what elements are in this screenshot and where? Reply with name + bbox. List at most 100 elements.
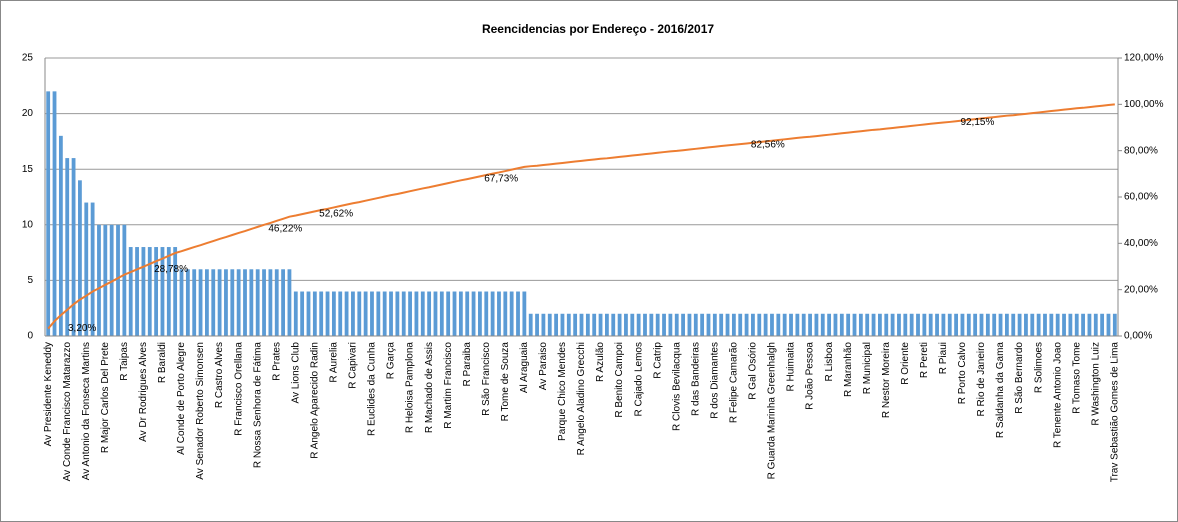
- bar: [439, 291, 444, 336]
- bar: [528, 313, 533, 336]
- x-tick-label: R Francisco Orellana: [233, 342, 244, 436]
- x-tick-label: R Benito Campoi: [614, 342, 625, 418]
- bar: [446, 291, 451, 336]
- bar: [719, 313, 724, 336]
- bar: [103, 224, 108, 336]
- x-tick-label: Av Antonio da Fonseca Martins: [81, 342, 92, 480]
- bar: [281, 269, 285, 336]
- bar: [681, 313, 685, 336]
- bar: [90, 202, 95, 336]
- bar: [255, 269, 260, 336]
- bar: [1100, 313, 1105, 336]
- x-tick-label: R Felipe Camarão: [729, 342, 740, 424]
- x-tick-label: R Tomaso Tome: [1071, 342, 1082, 414]
- bar: [871, 313, 876, 336]
- bar: [522, 291, 527, 336]
- x-tick-label: R Angelo Aladino Grecchi: [576, 342, 587, 455]
- bar: [1087, 313, 1092, 336]
- x-tick-label: R Clovis Bevilacqua: [671, 342, 682, 431]
- bar: [1068, 313, 1073, 336]
- bar: [604, 313, 609, 336]
- bar: [782, 313, 787, 336]
- bar: [1043, 313, 1047, 336]
- x-tick-label: R Piaui: [938, 342, 949, 374]
- bar: [700, 313, 705, 336]
- x-tick-label: R Taipas: [119, 342, 130, 381]
- bar: [814, 313, 819, 336]
- x-tick-label: Parque Chico Mendes: [557, 342, 568, 441]
- bar: [1004, 313, 1009, 336]
- bar: [1093, 313, 1098, 336]
- bar: [560, 313, 565, 336]
- bar: [179, 269, 184, 336]
- bar: [776, 313, 781, 336]
- bar: [573, 313, 578, 336]
- bar: [1017, 313, 1022, 336]
- bar: [839, 313, 844, 336]
- bar: [770, 313, 774, 336]
- bar: [579, 313, 584, 336]
- bar: [370, 291, 374, 336]
- y-tick-label: 10: [22, 219, 34, 230]
- bar: [1024, 313, 1028, 336]
- x-tick-label: R Lisboa: [824, 342, 835, 382]
- bar: [941, 313, 946, 336]
- bar: [211, 269, 216, 336]
- bar: [992, 313, 997, 336]
- bar: [998, 313, 1003, 336]
- x-tick-label: R Catrip: [652, 342, 663, 379]
- bar: [363, 291, 368, 336]
- bar: [160, 247, 165, 336]
- bar: [738, 313, 743, 336]
- bar: [897, 313, 901, 336]
- bar: [135, 247, 139, 336]
- bar: [382, 291, 387, 336]
- bar: [116, 224, 120, 336]
- x-tick-label: R Saldanha da Gama: [995, 342, 1006, 439]
- y2-tick-label: 100,00%: [1124, 99, 1164, 110]
- x-tick-label: R Prates: [271, 342, 282, 381]
- x-tick-label: R Tenente Antonio Joao: [1052, 342, 1063, 448]
- bar: [789, 313, 793, 336]
- y-tick-label: 15: [22, 164, 34, 175]
- bar: [795, 313, 800, 336]
- line: [47, 103, 1115, 330]
- bar: [262, 269, 266, 336]
- bar: [674, 313, 679, 336]
- x-tick-label: R Nossa Senhora de Fátima: [252, 342, 263, 469]
- x-tick-label: R Municipal: [862, 342, 873, 394]
- bar: [344, 291, 349, 336]
- x-tick-label: Av Dr Rodrigues Alves: [138, 342, 149, 442]
- y2-tick-label: 40,00%: [1124, 238, 1158, 249]
- bar: [852, 313, 857, 336]
- bar: [763, 313, 768, 336]
- bar: [909, 313, 914, 336]
- bar: [58, 135, 63, 336]
- bar: [478, 291, 482, 336]
- bar: [331, 291, 336, 336]
- bar: [725, 313, 730, 336]
- bar: [185, 269, 190, 336]
- bar: [1011, 313, 1016, 336]
- bar: [1074, 313, 1079, 336]
- x-tick-label: R Huimaita: [786, 342, 797, 392]
- bar: [1049, 313, 1054, 336]
- bar: [497, 291, 501, 336]
- x-tick-label: R das Bandeiras: [690, 342, 701, 416]
- bar: [274, 269, 279, 336]
- bar: [420, 291, 425, 336]
- bar: [1062, 313, 1066, 336]
- bar: [865, 313, 870, 336]
- bar: [808, 313, 812, 336]
- x-tick-label: R São Bernardo: [1014, 342, 1025, 414]
- bar: [643, 313, 647, 336]
- x-tick-label: R São Francisco: [481, 342, 492, 416]
- bar: [471, 291, 476, 336]
- bar: [427, 291, 432, 336]
- data-label: 46,22%: [268, 224, 302, 235]
- bar: [465, 291, 470, 336]
- x-tick-label: R dos Diamantes: [709, 342, 720, 419]
- bar: [128, 247, 133, 336]
- bar: [668, 313, 673, 336]
